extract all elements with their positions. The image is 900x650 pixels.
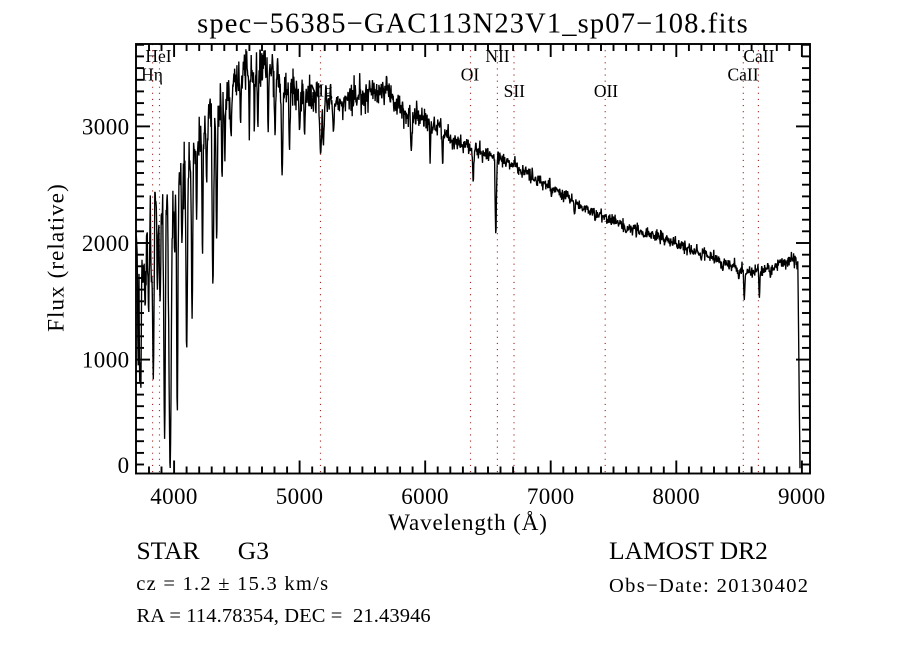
svg-text:HeI: HeI	[145, 46, 171, 66]
svg-text:G3: G3	[238, 536, 269, 565]
svg-text:spec−56385−GAC113N23V1_sp07−10: spec−56385−GAC113N23V1_sp07−108.fits	[197, 9, 749, 40]
svg-text:OII: OII	[594, 81, 618, 101]
svg-text:7000: 7000	[527, 484, 575, 509]
svg-text:9000: 9000	[778, 484, 826, 509]
svg-text:NII: NII	[485, 46, 509, 66]
svg-text:0: 0	[118, 453, 130, 478]
svg-text:LAMOST DR2: LAMOST DR2	[609, 536, 768, 565]
svg-text:Hη: Hη	[141, 65, 163, 85]
svg-text:Flux (relative): Flux (relative)	[44, 183, 69, 332]
svg-text:1000: 1000	[82, 348, 130, 373]
svg-text:8000: 8000	[652, 484, 700, 509]
svg-text:Mg: Mg	[308, 81, 333, 101]
svg-text:3000: 3000	[82, 114, 130, 139]
svg-text:CaII: CaII	[727, 65, 758, 85]
svg-text:Wavelength (Å): Wavelength (Å)	[388, 510, 548, 535]
svg-text:4000: 4000	[150, 484, 198, 509]
svg-text:OI: OI	[461, 65, 480, 85]
svg-text:6000: 6000	[401, 484, 449, 509]
svg-text:5000: 5000	[276, 484, 324, 509]
svg-text:RA = 114.78354, DEC = 21.4394: RA = 114.78354, DEC = 21.43946	[137, 605, 431, 627]
svg-text:cz = 1.2 ± 15.3 km/s: cz = 1.2 ± 15.3 km/s	[136, 573, 329, 595]
svg-text:Obs−Date: 20130402: Obs−Date: 20130402	[609, 575, 809, 597]
svg-text:2000: 2000	[82, 231, 130, 256]
svg-text:STAR: STAR	[137, 536, 200, 565]
svg-text:SII: SII	[504, 81, 526, 101]
svg-text:CaII: CaII	[743, 46, 774, 66]
